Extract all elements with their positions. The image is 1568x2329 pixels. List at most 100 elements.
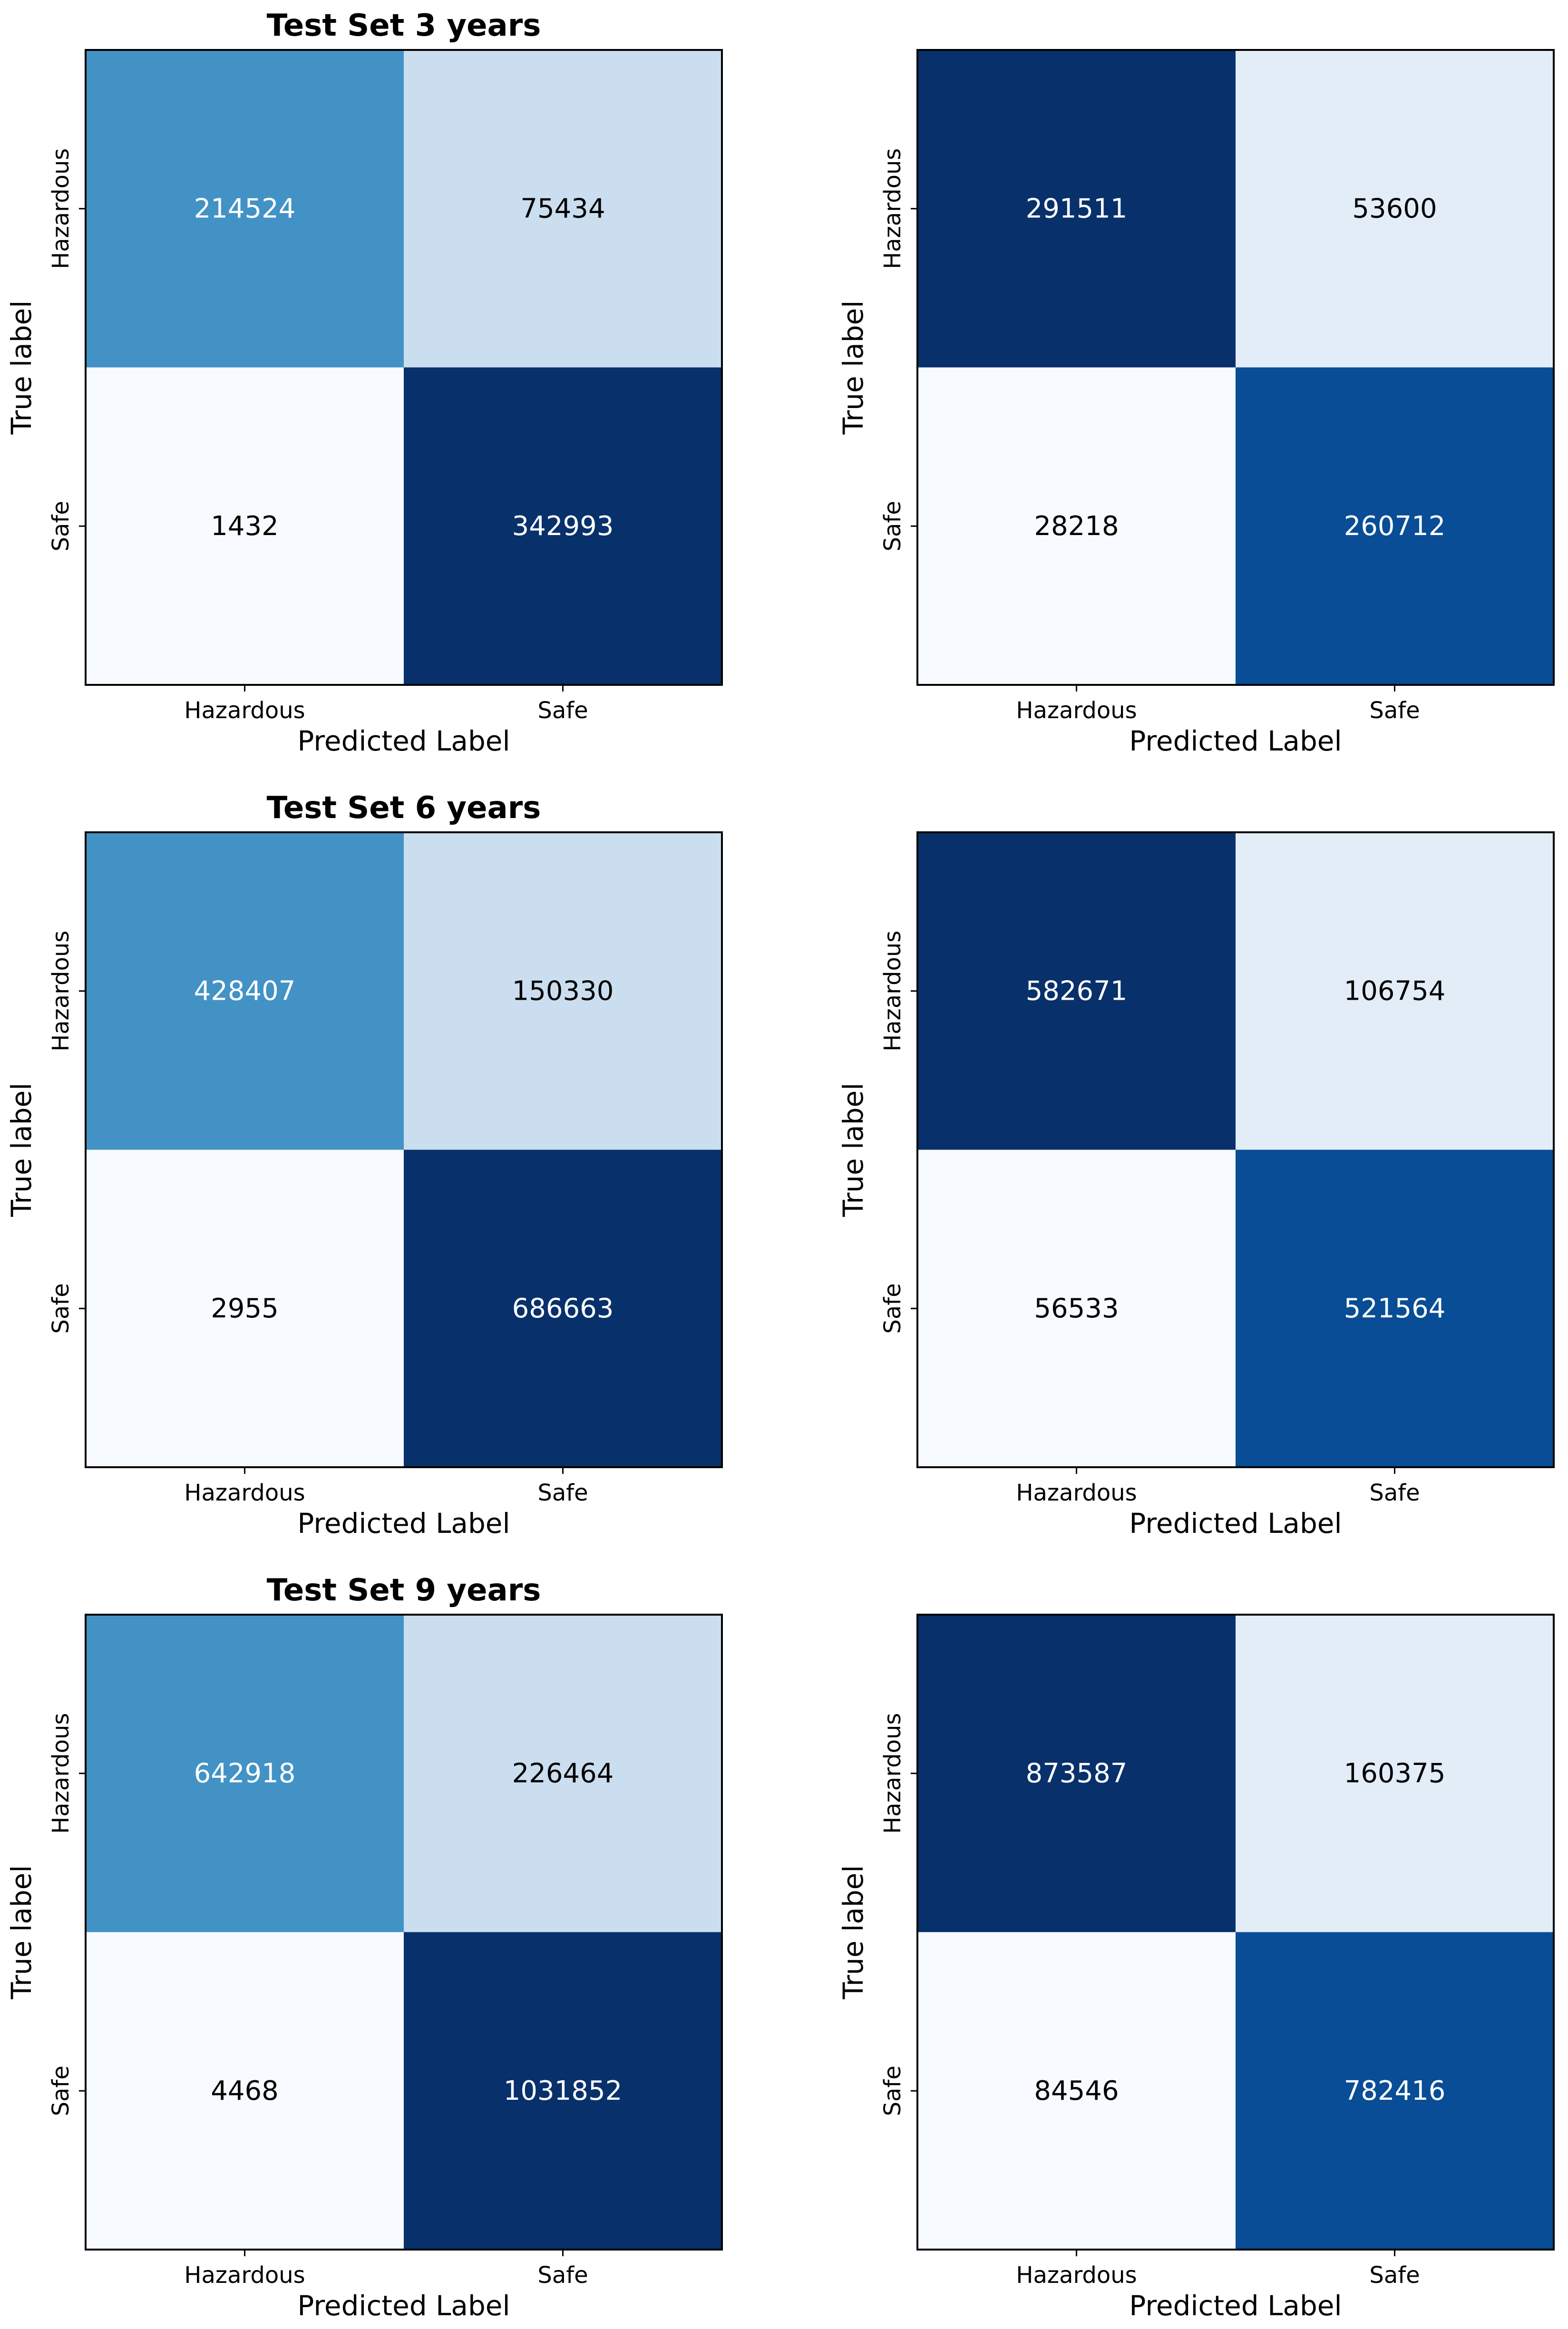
matrix-cell bbox=[86, 50, 404, 368]
cell-value: 582671 bbox=[1026, 975, 1128, 1006]
matrix-cell bbox=[404, 1932, 722, 2250]
x-axis-label: Predicted Label bbox=[1129, 1507, 1342, 1540]
plot-frame bbox=[916, 1614, 1555, 2251]
x-tick-label: Safe bbox=[537, 697, 588, 724]
y-tick-label: Hazardous bbox=[48, 148, 74, 269]
matrix-cell bbox=[404, 1615, 722, 1932]
x-tick-label: Safe bbox=[537, 2262, 588, 2289]
confusion-matrix-1: 214524 75434 1432 342993 Hazardous Safe Hazard… bbox=[5, 8, 723, 757]
matrix-cell bbox=[917, 1615, 1236, 1932]
cell-value: 4468 bbox=[211, 2076, 279, 2106]
x-axis-label: Predicted Label bbox=[1129, 725, 1342, 757]
y-axis-label: True label bbox=[5, 1083, 38, 1218]
y-tick-label: Hazardous bbox=[48, 931, 74, 1052]
x-tick-label: Safe bbox=[1369, 2262, 1420, 2289]
matrix-cell bbox=[1236, 1615, 1554, 1932]
cell-value: 521564 bbox=[1344, 1293, 1446, 1324]
matrix-cell bbox=[917, 1932, 1236, 2250]
cell-value: 291511 bbox=[1026, 193, 1128, 224]
x-tick-label: Hazardous bbox=[184, 2262, 305, 2289]
cell-value: 342993 bbox=[512, 511, 614, 542]
plot-frame bbox=[85, 49, 723, 686]
x-tick-label: Hazardous bbox=[184, 1480, 305, 1506]
cell-value: 428407 bbox=[194, 975, 296, 1006]
y-axis-label: True label bbox=[5, 301, 38, 435]
plot-frame bbox=[916, 831, 1555, 1468]
confusion-matrix-6: 873587 160375 84546 782416 Hazardous Safe Haza… bbox=[837, 1614, 1555, 2322]
confusion-matrix-2: 291511 53600 28218 260712 Hazardous Safe Hazar… bbox=[837, 49, 1555, 757]
confusion-matrix-5: 642918 226464 4468 1031852 Hazardous Safe Haza… bbox=[5, 1573, 723, 2322]
y-tick-label: Safe bbox=[48, 2066, 74, 2116]
matrix-cell bbox=[404, 367, 722, 685]
x-tick-label: Safe bbox=[1369, 697, 1420, 724]
matrix-cell bbox=[1236, 50, 1554, 368]
matrix-cell bbox=[917, 832, 1236, 1150]
y-axis-label: True label bbox=[5, 1865, 38, 2000]
matrix-cell bbox=[917, 367, 1236, 685]
y-tick-label: Safe bbox=[48, 1283, 74, 1334]
y-tick-label: Safe bbox=[879, 1283, 906, 1334]
cell-value: 160375 bbox=[1344, 1758, 1446, 1789]
x-tick-label: Safe bbox=[537, 1480, 588, 1506]
matrix-cell bbox=[86, 1615, 404, 1932]
plot-frame bbox=[85, 1614, 723, 2251]
x-tick-label: Hazardous bbox=[1016, 697, 1137, 724]
cell-value: 782416 bbox=[1344, 2076, 1446, 2106]
y-tick-label: Hazardous bbox=[879, 148, 906, 269]
matrix-cell bbox=[86, 1932, 404, 2250]
y-tick-label: Safe bbox=[48, 501, 74, 551]
y-axis-label: True label bbox=[837, 301, 869, 435]
matrix-cell bbox=[86, 1150, 404, 1467]
matrix-cell bbox=[917, 50, 1236, 368]
x-tick-label: Hazardous bbox=[1016, 1480, 1137, 1506]
matrix-cell bbox=[917, 1150, 1236, 1467]
cell-value: 214524 bbox=[194, 193, 296, 224]
cell-value: 873587 bbox=[1026, 1758, 1128, 1789]
cell-value: 150330 bbox=[512, 975, 614, 1006]
x-axis-label: Predicted Label bbox=[297, 2290, 510, 2322]
y-axis-label: True label bbox=[837, 1083, 869, 1218]
cell-value: 642918 bbox=[194, 1758, 296, 1789]
matrix-cell bbox=[1236, 1150, 1554, 1467]
matrix-cell bbox=[404, 50, 722, 368]
matrix-cell bbox=[404, 1150, 722, 1467]
matrix-cell bbox=[1236, 1932, 1554, 2250]
confusion-matrix-4: 582671 106754 56533 521564 Hazardous Safe Haza… bbox=[837, 831, 1555, 1540]
x-axis-label: Predicted Label bbox=[1129, 2290, 1342, 2322]
cell-value: 53600 bbox=[1352, 193, 1437, 224]
plot-frame bbox=[916, 49, 1555, 686]
cell-value: 260712 bbox=[1344, 511, 1446, 542]
cell-value: 226464 bbox=[512, 1758, 614, 1789]
matrix-cell bbox=[404, 832, 722, 1150]
y-tick-label: Hazardous bbox=[48, 1713, 74, 1834]
x-axis-label: Predicted Label bbox=[297, 1507, 510, 1540]
x-tick-label: Hazardous bbox=[184, 697, 305, 724]
matrix-cell bbox=[1236, 832, 1554, 1150]
confusion-matrix-3: 428407 150330 2955 686663 Hazardous Safe Hazar… bbox=[5, 790, 723, 1540]
plot-frame bbox=[85, 831, 723, 1468]
cell-value: 1432 bbox=[211, 511, 279, 542]
chart-title: Test Set 6 years bbox=[267, 790, 541, 826]
cell-value: 2955 bbox=[211, 1293, 279, 1324]
matrix-cell bbox=[86, 832, 404, 1150]
cell-value: 56533 bbox=[1034, 1293, 1119, 1324]
x-axis-label: Predicted Label bbox=[297, 725, 510, 757]
y-tick-label: Safe bbox=[879, 2066, 906, 2116]
y-tick-label: Safe bbox=[879, 501, 906, 551]
y-axis-label: True label bbox=[837, 1865, 869, 2000]
matrix-cell bbox=[86, 367, 404, 685]
cell-value: 28218 bbox=[1034, 511, 1119, 542]
matrix-cell bbox=[1236, 367, 1554, 685]
y-tick-label: Hazardous bbox=[879, 931, 906, 1052]
chart-title: Test Set 3 years bbox=[267, 8, 541, 43]
x-tick-label: Hazardous bbox=[1016, 2262, 1137, 2289]
cell-value: 1031852 bbox=[504, 2076, 622, 2106]
chart-title: Test Set 9 years bbox=[267, 1573, 541, 1608]
y-tick-label: Hazardous bbox=[879, 1713, 906, 1834]
cell-value: 75434 bbox=[520, 193, 605, 224]
x-tick-label: Safe bbox=[1369, 1480, 1420, 1506]
cell-value: 686663 bbox=[512, 1293, 614, 1324]
cell-value: 84546 bbox=[1034, 2076, 1119, 2106]
cell-value: 106754 bbox=[1344, 975, 1446, 1006]
